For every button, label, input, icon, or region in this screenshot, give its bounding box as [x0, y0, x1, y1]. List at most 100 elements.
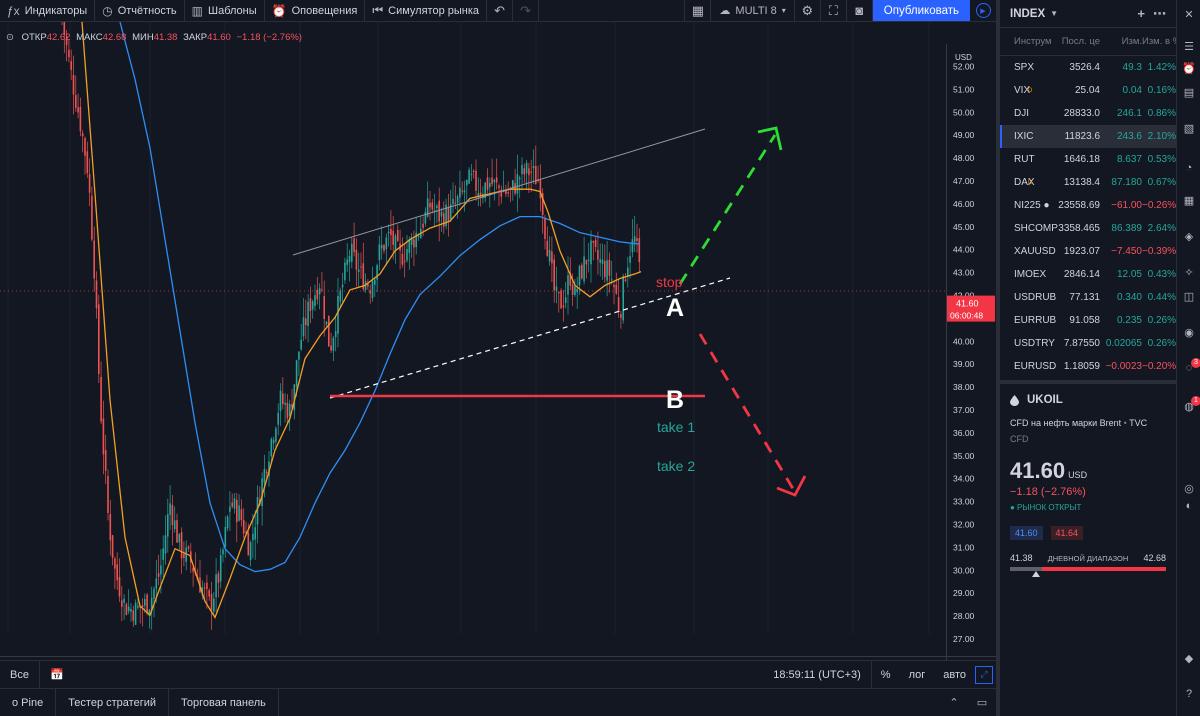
templates-button[interactable]: ▥ Шаблоны: [185, 0, 265, 21]
undo-button[interactable]: ↶: [487, 0, 514, 21]
more-icon[interactable]: ⋯: [1153, 5, 1166, 21]
date-range-button[interactable]: 📅: [38, 660, 74, 689]
watchlist-header: INDEX ▼ + ⋯: [1000, 0, 1176, 28]
news-icon[interactable]: ▧: [1183, 123, 1195, 135]
collapse-icon[interactable]: ⊙: [6, 32, 14, 43]
upper-channel-line[interactable]: [292, 128, 706, 256]
watchlist-row[interactable]: DAX D 13138.4 87.180 0.67%: [1000, 171, 1176, 194]
layers-icon[interactable]: ◆: [1184, 653, 1194, 665]
row-percent: −0.20%: [1142, 361, 1176, 372]
fullscreen-button[interactable]: ⛶: [821, 0, 847, 21]
watchlist-row[interactable]: XAUUSD 1923.07 −7.450 −0.39%: [1000, 240, 1176, 263]
layout-button[interactable]: ▦: [685, 0, 712, 21]
stream-button[interactable]: ▶: [970, 0, 996, 21]
watchlist-row[interactable]: USDTRY 7.87550 0.02065 0.26%: [1000, 332, 1176, 355]
bell-icon[interactable]: ◎: [1184, 483, 1194, 495]
price-chart[interactable]: stop A B take 1 take 2: [0, 22, 946, 634]
ideas-icon[interactable]: ◈: [1184, 231, 1194, 243]
clock-timezone[interactable]: 18:59:11 (UTC+3): [763, 660, 872, 689]
indicators-button[interactable]: ƒx Индикаторы: [0, 0, 96, 21]
alerts-icon[interactable]: ⏰: [1182, 63, 1196, 75]
simulator-button[interactable]: ⏮ Симулятор рынка: [365, 0, 488, 21]
row-change: −0.0023: [1105, 361, 1142, 372]
publish-button[interactable]: Опубликовать: [872, 0, 970, 21]
col-last[interactable]: Посл. це: [1061, 36, 1100, 47]
pine-editor-tab[interactable]: o Pine: [0, 688, 57, 716]
redo-button[interactable]: ↷: [513, 0, 540, 21]
candle-body: [116, 564, 118, 581]
candle-body: [353, 238, 355, 253]
watchlist-row[interactable]: VIX D 25.04 0.04 0.16%: [1000, 79, 1176, 102]
watchlist-row[interactable]: IXIC 11823.6 243.6 2.10%: [1000, 125, 1176, 148]
close-icon[interactable]: ✕: [1184, 9, 1194, 21]
price-axis[interactable]: USD 52.00 51.00 50.00 49.00 48.00 47.00 46.00 45…: [946, 44, 996, 656]
multi-label: MULTI 8: [735, 4, 777, 17]
details-symbol[interactable]: UKOIL: [1027, 394, 1063, 406]
candle-body: [431, 202, 434, 210]
trading-panel-tab[interactable]: Торговая панель: [169, 688, 279, 716]
row-last: 1.18059: [1063, 361, 1100, 372]
alerts-button[interactable]: ⏰ Оповещения: [265, 0, 366, 21]
bid-price[interactable]: 41.60: [1010, 526, 1043, 540]
ask-price[interactable]: 41.64: [1050, 526, 1084, 540]
watchlist-row[interactable]: DJI 28833.0 246.1 0.86%: [1000, 102, 1176, 125]
col-symbol[interactable]: Инструм: [1014, 36, 1052, 47]
col-change[interactable]: Изм.: [1121, 36, 1142, 47]
messages-icon[interactable]: ◍: [1184, 401, 1194, 413]
streams-icon[interactable]: ◉: [1184, 327, 1194, 339]
collapse-panel-button[interactable]: ⌃: [940, 689, 968, 716]
watchlist-row[interactable]: RUT 1646.18 8.637 0.53%: [1000, 148, 1176, 171]
candle-body: [530, 171, 532, 173]
candle-body: [183, 553, 185, 559]
watchlist-row[interactable]: USDRUB 77.131 0.340 0.44%: [1000, 286, 1176, 309]
strategy-tester-tab[interactable]: Тестер стратегий: [56, 688, 169, 716]
chat-icon[interactable]: ◫: [1183, 291, 1195, 303]
data-window-icon[interactable]: ▤: [1183, 87, 1195, 99]
details-price: 41.60: [1010, 458, 1066, 483]
percent-scale-button[interactable]: %: [880, 668, 891, 681]
candle-body: [63, 22, 66, 35]
watchlist-row[interactable]: SPX 3526.4 49.3 1.42%: [1000, 56, 1176, 79]
snapshot-button[interactable]: ◙: [847, 0, 873, 21]
notifications-icon[interactable]: ◌: [1185, 362, 1193, 374]
candle-body: [631, 239, 634, 253]
candle-body: [282, 393, 284, 404]
watchlist-icon[interactable]: ☰: [1184, 41, 1194, 53]
row-last: 23558.69: [1058, 200, 1100, 211]
watchlist-row[interactable]: EURUSD 1.18059 −0.0023 −0.20%: [1000, 355, 1176, 378]
hotlist-icon[interactable]: ◔: [1185, 162, 1193, 174]
add-symbol-icon[interactable]: +: [1137, 6, 1145, 21]
watchlist-row[interactable]: IMOEX 2846.14 12.05 0.43%: [1000, 263, 1176, 286]
bullish-arrow-line[interactable]: [678, 134, 777, 285]
candle-body: [466, 179, 468, 186]
bulb-icon[interactable]: ✧: [1184, 267, 1194, 279]
maximize-panel-button[interactable]: ▭: [968, 689, 996, 716]
expand-panel-button[interactable]: ⤢: [975, 665, 993, 684]
watchlist-row[interactable]: SHCOMP 3358.465 86.389 2.64%: [1000, 217, 1176, 240]
help-circle-icon[interactable]: ?: [1185, 688, 1193, 700]
calendar-icon[interactable]: ▦: [1183, 195, 1195, 207]
report-button[interactable]: ◷ Отчётность: [95, 0, 185, 21]
bearish-arrow-line[interactable]: [698, 333, 797, 493]
chevron-down-icon[interactable]: ▼: [1050, 9, 1059, 18]
current-price-tag: [947, 295, 995, 322]
log-scale-button[interactable]: лог: [908, 668, 926, 681]
auto-scale-button[interactable]: авто: [943, 668, 966, 681]
help-icon[interactable]: ◐: [1185, 500, 1193, 512]
watchlist-title[interactable]: INDEX: [1010, 7, 1046, 20]
row-last: 2846.14: [1063, 269, 1100, 280]
settings-button[interactable]: ⚙: [795, 0, 821, 21]
candle-body: [581, 264, 583, 279]
row-last: 25.04: [1074, 85, 1100, 96]
watchlist-row[interactable]: NI225 ● 23558.69 −61.00 −0.26%: [1000, 194, 1176, 217]
chart-area[interactable]: stop A B take 1 take 2 ⊙ ОТКР42.62 МАКС4…: [0, 22, 996, 682]
price-tick-label: 45.00: [953, 222, 975, 232]
support-trend-line[interactable]: [329, 277, 731, 399]
range-all-button[interactable]: Все: [10, 668, 29, 681]
watchlist-row[interactable]: EURRUB 91.058 0.235 0.26%: [1000, 309, 1176, 332]
candle-body: [298, 351, 300, 360]
multi-layout-button[interactable]: ☁ MULTI 8 ▾: [711, 0, 795, 21]
candle-body: [157, 573, 160, 577]
col-percent[interactable]: Изм. в %: [1142, 36, 1176, 47]
